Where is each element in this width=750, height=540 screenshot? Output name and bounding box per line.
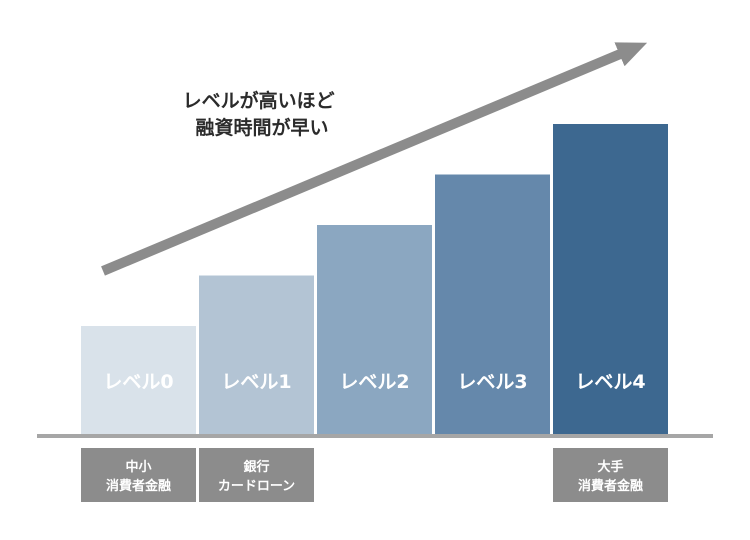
bar-label-3: レベル3 xyxy=(457,371,527,393)
tag-line-2-1: 消費者金融 xyxy=(578,478,643,494)
bar-label-1: レベル1 xyxy=(221,371,291,393)
tag-line-0-1: 消費者金融 xyxy=(106,478,171,494)
tag-line-1-0: 銀行 xyxy=(243,459,269,475)
bar-3 xyxy=(435,174,550,436)
annotation-text: レベルが高いほど 融資時間が早い xyxy=(183,89,342,139)
bar-label-2: レベル2 xyxy=(339,371,409,393)
tag-box-2 xyxy=(553,448,668,502)
bar-1 xyxy=(199,275,314,436)
bar-4 xyxy=(553,124,668,436)
tags-group: 中小消費者金融 銀行カードローン 大手消費者金融 xyxy=(81,448,668,502)
annotation-line-2: 融資時間が早い xyxy=(195,116,328,139)
annotation-line-1: レベルが高いほど xyxy=(183,89,335,112)
tag-text-1: 銀行カードローン xyxy=(218,459,295,494)
tag-box-1 xyxy=(199,448,314,502)
bar-label-4: レベル4 xyxy=(575,371,645,393)
trend-arrow xyxy=(101,42,648,276)
tag-text-0: 中小消費者金融 xyxy=(106,459,171,494)
bar-2 xyxy=(317,225,432,436)
tag-line-2-0: 大手 xyxy=(597,459,623,475)
bar-label-0: レベル0 xyxy=(103,371,173,393)
tag-line-1-1: カードローン xyxy=(218,479,295,494)
bar-0 xyxy=(81,326,196,436)
bars-group: レベル0 レベル1 レベル2 レベル3 レベル4 xyxy=(81,124,668,436)
tag-box-0 xyxy=(81,448,196,502)
tag-text-2: 大手消費者金融 xyxy=(578,459,643,494)
tag-line-0-0: 中小 xyxy=(125,459,151,475)
